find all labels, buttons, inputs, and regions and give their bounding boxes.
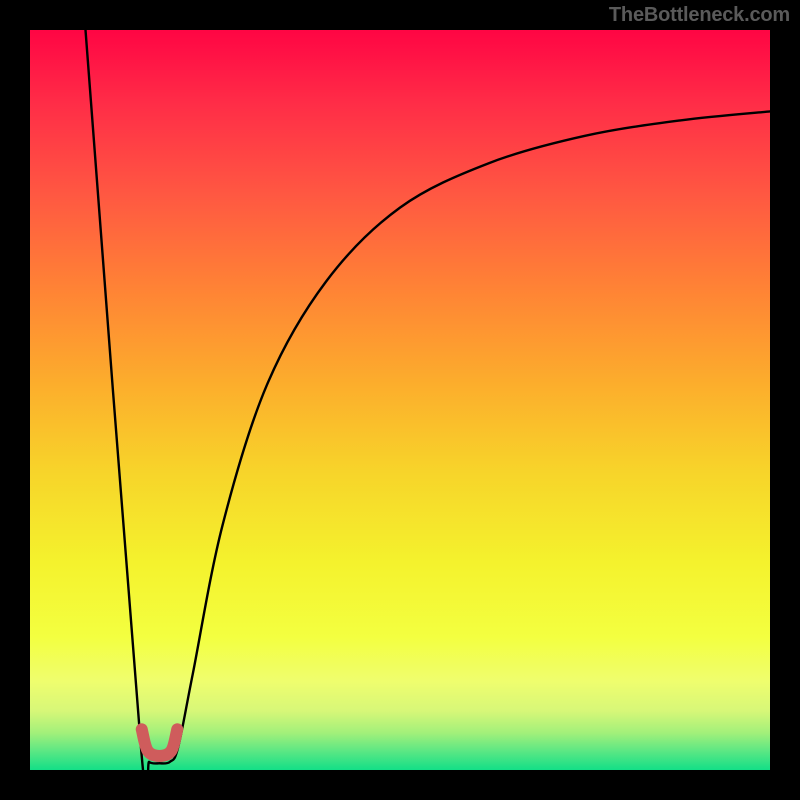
bottleneck-chart bbox=[0, 0, 800, 800]
chart-background bbox=[30, 30, 770, 770]
chart-wrapper: TheBottleneck.com bbox=[0, 0, 800, 800]
watermark-text: TheBottleneck.com bbox=[609, 4, 790, 27]
